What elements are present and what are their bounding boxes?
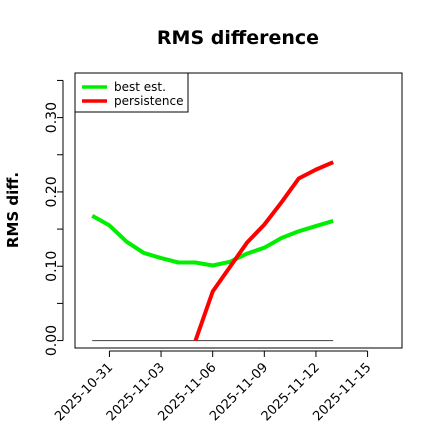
legend-label-best-est: best est. bbox=[114, 80, 166, 94]
chart-title: RMS difference bbox=[157, 27, 319, 49]
series-layer bbox=[91, 160, 334, 342]
y-axis-label: RMS diff. bbox=[4, 172, 22, 248]
x-axis: 2025-10-312025-11-032025-11-062025-11-09… bbox=[52, 350, 374, 424]
legend: best est. persistence bbox=[74, 72, 189, 113]
y-axis: 0.00 0.10 0.20 0.30 bbox=[44, 79, 64, 356]
series-line-persistence bbox=[193, 160, 334, 342]
plot-frame bbox=[74, 72, 403, 349]
y-tick-label: 0.00 bbox=[44, 325, 60, 356]
legend-label-persistence: persistence bbox=[114, 94, 183, 108]
series-line-best-est bbox=[91, 213, 334, 268]
y-tick-label: 0.20 bbox=[44, 176, 60, 207]
legend-box bbox=[74, 72, 189, 113]
y-tick-label: 0.30 bbox=[44, 102, 60, 133]
y-tick-label: 0.10 bbox=[44, 251, 60, 282]
